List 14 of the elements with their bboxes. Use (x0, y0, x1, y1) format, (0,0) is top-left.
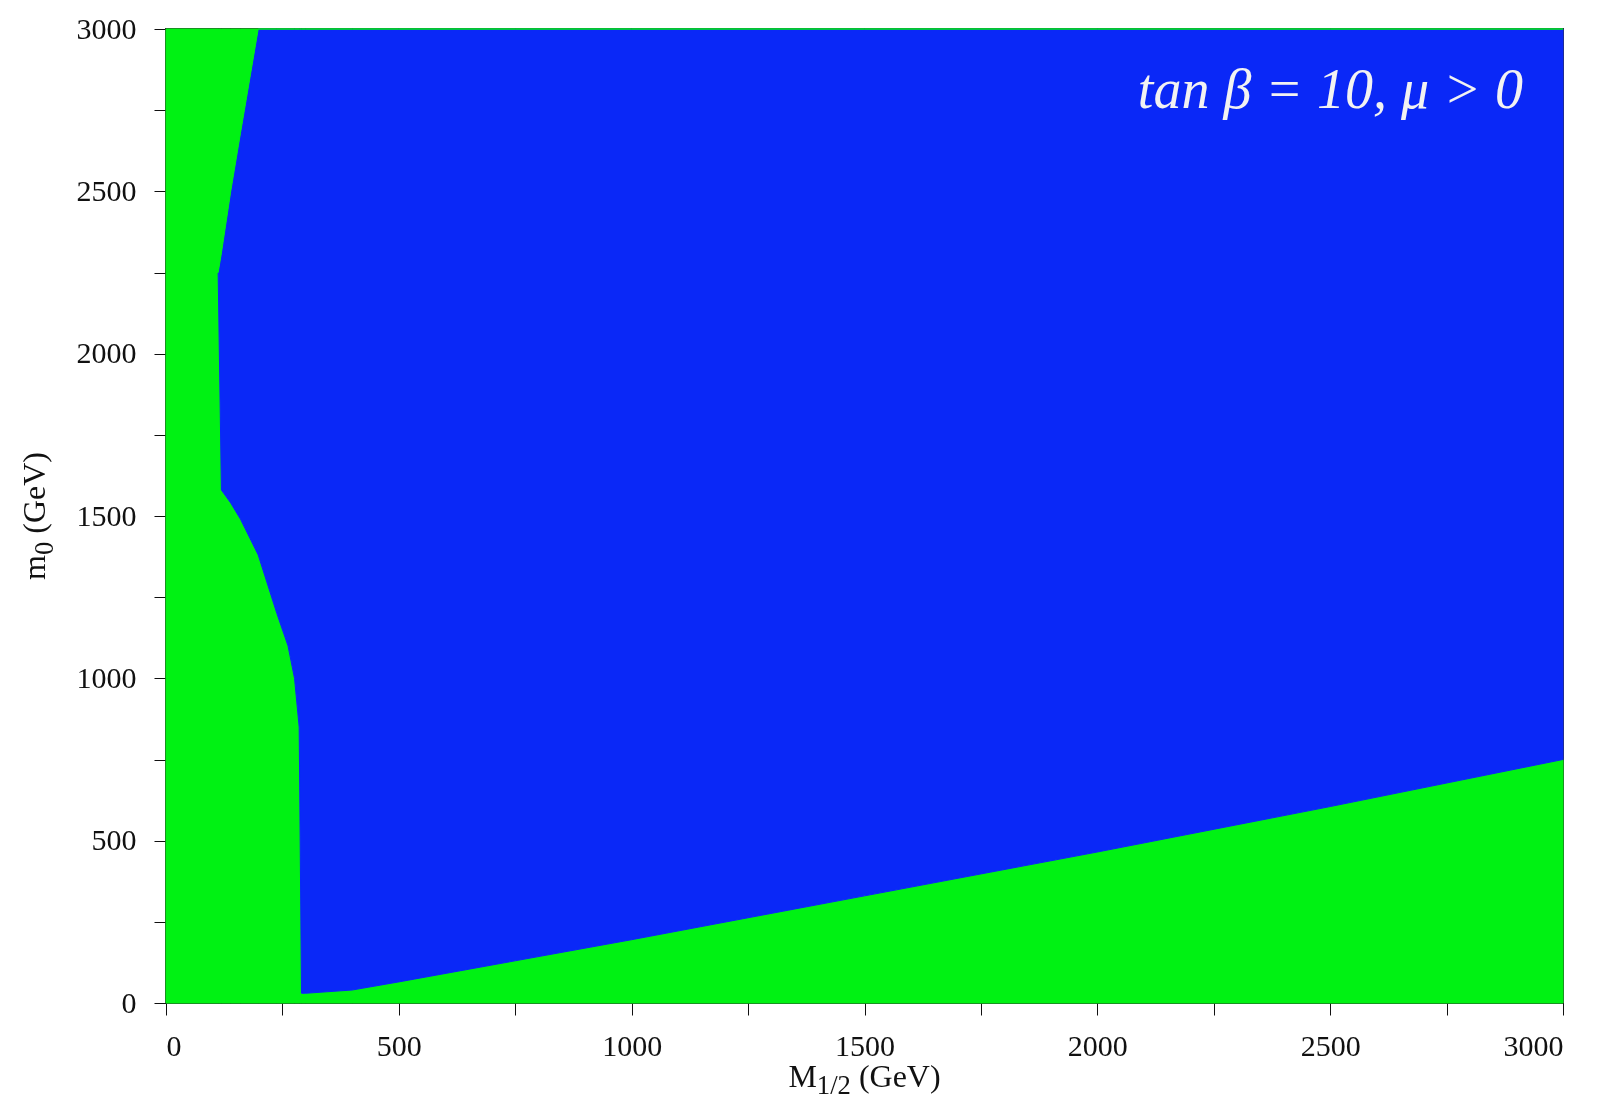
y-tick-label: 2000 (76, 336, 137, 370)
y-tick-label: 500 (91, 823, 137, 857)
y-tick-label: 0 (121, 985, 137, 1019)
y-tick-label: 3000 (76, 11, 137, 45)
x-tick-label: 2500 (1300, 1028, 1361, 1062)
y-tick-label: 1500 (76, 498, 137, 532)
y-tick-label: 2500 (76, 173, 137, 207)
x-tick-label: 2000 (1067, 1028, 1128, 1062)
x-tick-label: 500 (376, 1028, 422, 1062)
y-tick-label: 1000 (76, 660, 137, 694)
x-tick-label: 1000 (602, 1028, 663, 1062)
x-tick-label: 0 (166, 1028, 182, 1062)
x-tick-label: 3000 (1503, 1028, 1564, 1062)
annotation: tan β = 10, μ > 0 (1137, 58, 1523, 120)
